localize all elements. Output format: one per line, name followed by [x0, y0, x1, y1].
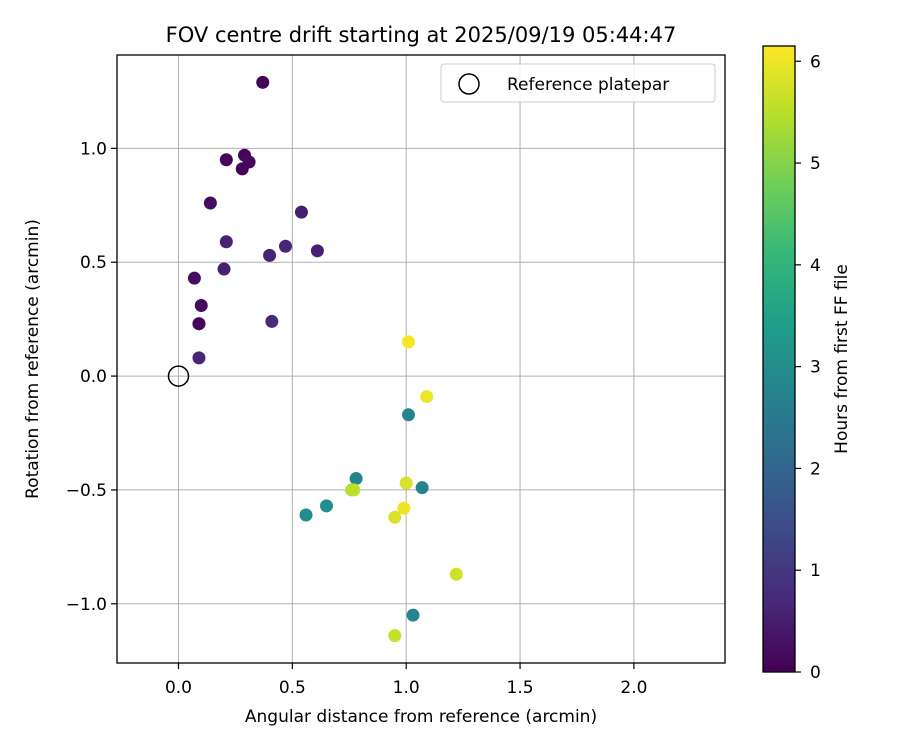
colorbar-tick-label: 0 [810, 663, 821, 683]
chart-title: FOV centre drift starting at 2025/09/19 … [166, 23, 677, 47]
y-axis-ticks: −1.0 −0.5 0.0 0.5 1.0 [66, 139, 117, 615]
colorbar-ticks: 0 1 2 3 4 5 6 [795, 52, 821, 683]
data-point-16 [265, 314, 279, 328]
data-point-25 [345, 483, 359, 497]
data-point-21 [349, 472, 363, 486]
data-point-17 [192, 351, 206, 365]
legend-box [440, 63, 716, 103]
y-tick-label: 0.5 [80, 253, 107, 273]
x-tick-label: 2.0 [620, 678, 647, 698]
data-point-26 [319, 499, 333, 513]
colorbar-gradient [763, 46, 795, 672]
data-point-22 [399, 476, 413, 490]
colorbar-tick-label: 1 [810, 561, 821, 581]
colorbar: 0 1 2 3 4 5 6 Hours from first FF file [762, 45, 852, 683]
data-point-19 [420, 390, 434, 404]
data-point-13 [194, 298, 208, 312]
x-tick-label: 0.5 [279, 678, 306, 698]
data-point-15 [192, 317, 206, 331]
data-point-31 [406, 608, 420, 622]
data-point-0 [256, 75, 270, 89]
data-point-23 [415, 481, 429, 495]
colorbar-label: Hours from first FF file [832, 264, 852, 454]
data-point-28 [299, 508, 313, 522]
data-point-10 [263, 248, 277, 262]
plot-frame [116, 54, 726, 664]
reference-marker [167, 365, 190, 387]
data-point-7 [219, 235, 233, 249]
data-point-6 [294, 205, 308, 219]
y-tick-label: −0.5 [66, 481, 107, 501]
x-tick-label: 1.5 [507, 678, 534, 698]
data-points [187, 75, 463, 643]
colorbar-tick-label: 3 [810, 358, 821, 378]
y-tick-label: 1.0 [80, 139, 107, 159]
grid [117, 55, 725, 663]
colorbar-tick-label: 6 [810, 52, 821, 72]
data-point-20 [401, 408, 415, 422]
colorbar-frame [762, 45, 796, 673]
legend-marker [458, 73, 480, 95]
legend: Reference platepar [440, 63, 716, 103]
legend-entry-reference: Reference platepar [507, 75, 669, 95]
data-point-9 [310, 244, 324, 258]
x-axis-label: Angular distance from reference (arcmin) [245, 707, 597, 727]
y-tick-label: 0.0 [80, 367, 107, 387]
colorbar-tick-label: 4 [810, 256, 821, 276]
data-point-30 [449, 567, 463, 581]
colorbar-tick-label: 5 [810, 154, 821, 174]
data-point-4 [235, 162, 249, 176]
data-point-27 [397, 501, 411, 515]
data-point-5 [203, 196, 217, 210]
data-point-32 [388, 629, 402, 643]
x-tick-label: 0.0 [165, 678, 192, 698]
data-point-8 [279, 239, 293, 253]
data-point-11 [217, 262, 231, 276]
y-axis-label: Rotation from reference (arcmin) [23, 219, 43, 499]
x-axis-ticks: 0.0 0.5 1.0 1.5 2.0 [165, 663, 647, 698]
y-tick-label: −1.0 [66, 595, 107, 615]
data-point-29 [388, 510, 402, 524]
colorbar-tick-label: 2 [810, 459, 821, 479]
data-point-12 [187, 271, 201, 285]
x-tick-label: 1.0 [393, 678, 420, 698]
data-point-18 [401, 335, 415, 349]
data-point-3 [219, 153, 233, 167]
